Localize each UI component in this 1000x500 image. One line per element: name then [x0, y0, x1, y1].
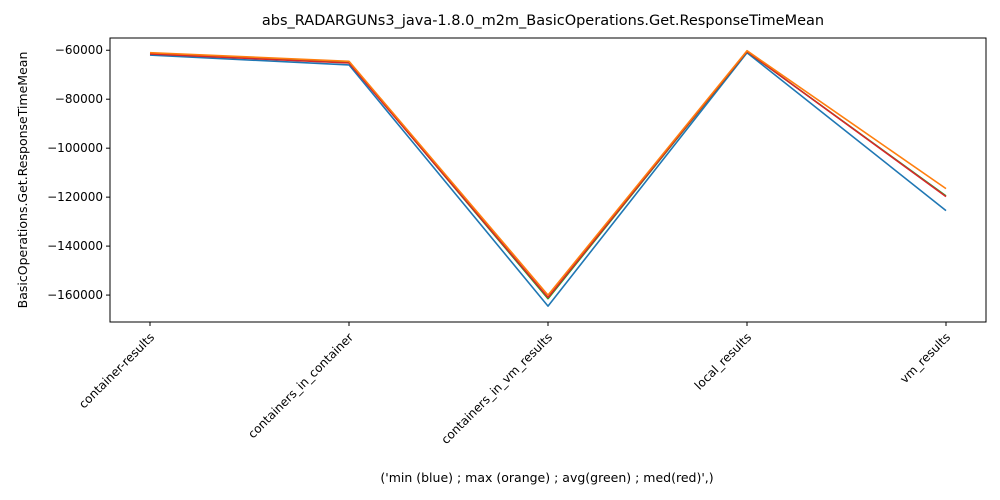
chart-title: abs_RADARGUNs3_java-1.8.0_m2m_BasicOpera…: [262, 13, 824, 29]
x-tick-label: containers_in_vm_results: [438, 330, 555, 447]
series-line: [149, 50, 947, 300]
plot-frame: [109, 37, 987, 323]
y-tick-label: −100000: [47, 141, 103, 155]
x-axis-label: ('min (blue) ; max (orange) ; avg(green)…: [380, 470, 713, 485]
y-tick-label: −80000: [55, 92, 103, 106]
y-axis: −60000 −80000 −100000 −120000 −140000 −160000: [47, 43, 110, 302]
y-axis-label: BasicOperations.Get.ResponseTimeMean: [15, 52, 30, 309]
y-tick-label: −140000: [47, 239, 103, 253]
series-line: [149, 51, 947, 307]
x-tick-label: vm_results: [897, 330, 953, 386]
x-tick-label: containers_in_container: [245, 330, 356, 441]
x-tick-label: local_results: [692, 330, 754, 392]
x-tick-label: container-results: [76, 330, 157, 411]
x-axis: container-results containers_in_container…: [76, 322, 953, 447]
series-line: [149, 50, 947, 299]
series-layer: [149, 49, 947, 307]
y-tick-label: −120000: [47, 190, 103, 204]
series-line: [149, 49, 947, 296]
y-tick-label: −60000: [55, 43, 103, 57]
y-tick-label: −160000: [47, 288, 103, 302]
